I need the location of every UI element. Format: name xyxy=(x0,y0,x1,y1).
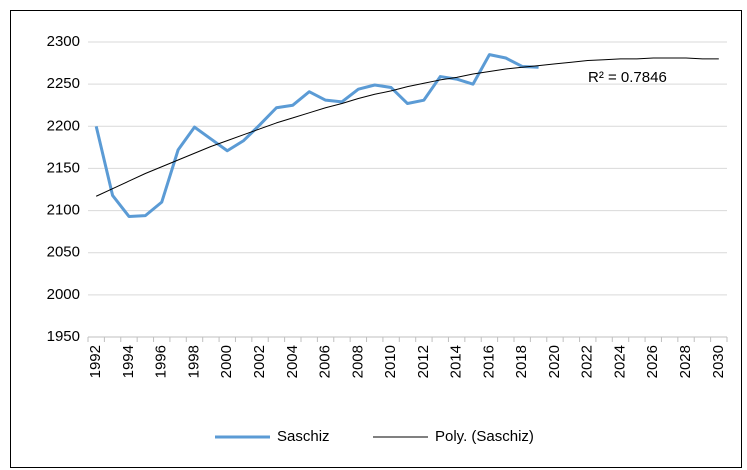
x-tick-label: 2004 xyxy=(284,345,301,378)
x-tick-label: 2020 xyxy=(546,345,563,378)
x-tick-label: 2018 xyxy=(513,345,530,378)
x-tick-label: 2026 xyxy=(644,345,661,378)
y-tick-label: 2050 xyxy=(47,244,80,261)
y-tick-label: 2150 xyxy=(47,159,80,176)
x-tick-label: 2024 xyxy=(611,345,628,378)
legend-label: Saschiz xyxy=(277,428,330,445)
y-tick-label: 1950 xyxy=(47,328,80,345)
x-tick-label: 1992 xyxy=(87,345,104,378)
y-tick-label: 2000 xyxy=(47,286,80,303)
x-tick-label: 2030 xyxy=(710,345,727,378)
y-tick-label: 2250 xyxy=(47,75,80,92)
x-tick-label: 2022 xyxy=(579,345,596,378)
x-tick-label: 2016 xyxy=(480,345,497,378)
y-tick-label: 2300 xyxy=(47,33,80,50)
x-tick-label: 2006 xyxy=(317,345,334,378)
y-tick-label: 2100 xyxy=(47,202,80,219)
series-line xyxy=(95,57,719,197)
x-tick-label: 2002 xyxy=(251,345,268,378)
x-tick-label: 2010 xyxy=(382,345,399,378)
x-tick-label: 2028 xyxy=(677,345,694,378)
x-tick-label: 1994 xyxy=(120,345,137,378)
series-line xyxy=(94,53,539,218)
legend-label: Poly. (Saschiz) xyxy=(435,428,534,445)
x-tick-label: 1996 xyxy=(153,345,170,378)
x-tick-label: 2014 xyxy=(448,345,465,378)
x-tick-label: 1998 xyxy=(185,345,202,378)
x-tick-label: 2000 xyxy=(218,345,235,378)
x-tick-label: 2012 xyxy=(415,345,432,378)
x-tick-label: 2008 xyxy=(349,345,366,378)
annotation: R² = 0.7846 xyxy=(588,69,667,86)
y-tick-label: 2200 xyxy=(47,117,80,134)
